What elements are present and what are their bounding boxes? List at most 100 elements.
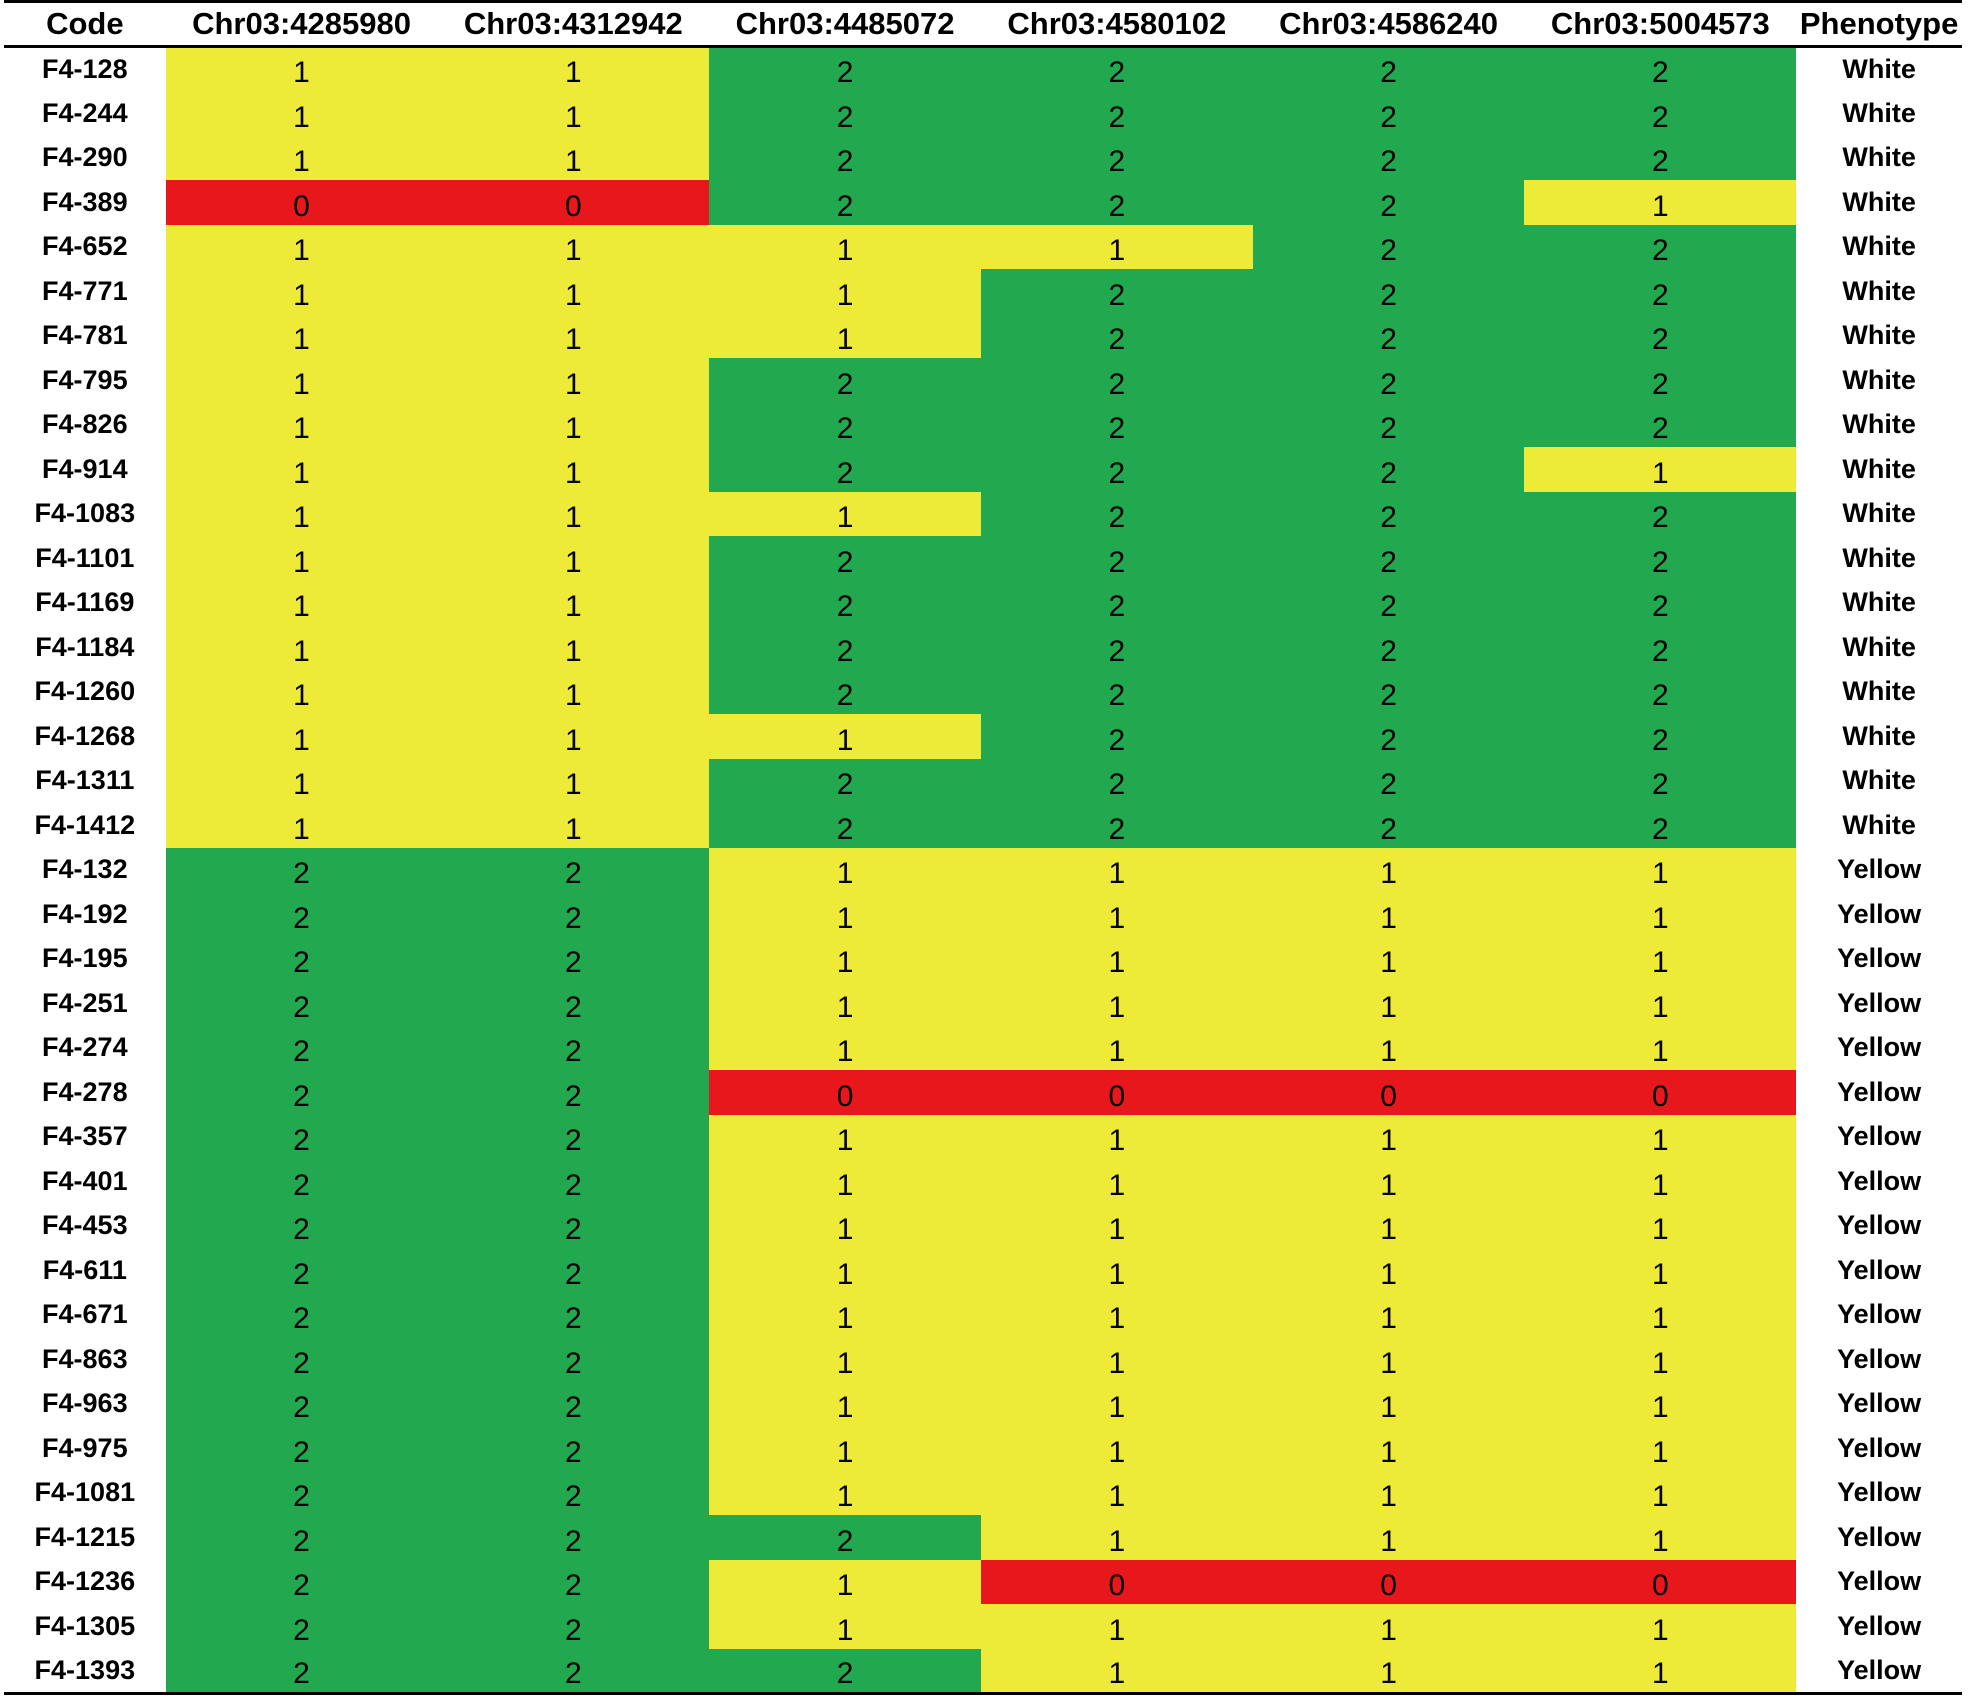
genotype-cell: 2 xyxy=(437,1515,710,1560)
phenotype-cell: Yellow xyxy=(1796,1203,1962,1248)
genotype-cell: 1 xyxy=(709,224,981,269)
genotype-cell: 2 xyxy=(165,1070,438,1115)
genotype-cell: 1 xyxy=(980,1470,1253,1515)
genotype-cell: 2 xyxy=(709,625,981,670)
genotype-cell: 1 xyxy=(709,1114,981,1159)
genotype-cell: 1 xyxy=(1524,1381,1797,1426)
table-row: F4-132 2 2 1 1 1 1 Yellow xyxy=(4,847,1962,892)
genotype-cell: 1 xyxy=(165,447,438,492)
sample-code-cell: F4-132 xyxy=(4,847,166,892)
genotype-cell: 0 xyxy=(165,180,438,225)
genotype-cell: 2 xyxy=(980,269,1253,314)
phenotype-cell: White xyxy=(1796,402,1962,447)
genotype-cell: 1 xyxy=(1524,1426,1797,1471)
genotype-cell: 2 xyxy=(709,1515,981,1560)
genotype-cell: 2 xyxy=(1252,669,1525,714)
genotype-cell: 2 xyxy=(165,1114,438,1159)
phenotype-cell: Yellow xyxy=(1796,1426,1962,1471)
sample-code-cell: F4-652 xyxy=(4,224,166,269)
genotype-cell: 0 xyxy=(980,1070,1253,1115)
genotype-cell: 2 xyxy=(709,180,981,225)
genotype-cell: 2 xyxy=(980,580,1253,625)
genotype-cell: 2 xyxy=(980,402,1253,447)
sample-code-cell: F4-671 xyxy=(4,1292,166,1337)
sample-code-cell: F4-1081 xyxy=(4,1470,166,1515)
sample-code-cell: F4-1260 xyxy=(4,669,166,714)
table-row: F4-278 2 2 0 0 0 0 Yellow xyxy=(4,1070,1962,1115)
genotype-cell: 1 xyxy=(165,580,438,625)
genotype-cell: 1 xyxy=(165,536,438,581)
genotype-cell: 1 xyxy=(1252,1470,1525,1515)
phenotype-cell: Yellow xyxy=(1796,847,1962,892)
phenotype-cell: Yellow xyxy=(1796,1337,1962,1382)
phenotype-cell: White xyxy=(1796,224,1962,269)
genotype-cell: 1 xyxy=(1524,936,1797,981)
genotype-cell: 1 xyxy=(437,803,710,848)
genotype-cell: 2 xyxy=(165,1159,438,1204)
genotype-cell: 1 xyxy=(980,1604,1253,1649)
phenotype-cell: Yellow xyxy=(1796,1559,1962,1604)
genotype-cell: 2 xyxy=(1252,402,1525,447)
table-row: F4-652 1 1 1 1 2 2 White xyxy=(4,224,1962,269)
genotype-cell: 1 xyxy=(437,358,710,403)
phenotype-cell: Yellow xyxy=(1796,1515,1962,1560)
genotype-cell: 2 xyxy=(980,625,1253,670)
genotype-cell: 2 xyxy=(1524,135,1797,180)
table-body: F4-128 1 1 2 2 2 2 White F4-244 1 1 2 2 2 2 White F4-290… xyxy=(4,46,1962,1695)
sample-code-cell: F4-192 xyxy=(4,892,166,937)
phenotype-cell: Yellow xyxy=(1796,1292,1962,1337)
header-marker: Chr03:4485072 xyxy=(709,0,981,48)
sample-code-cell: F4-1236 xyxy=(4,1559,166,1604)
genotype-cell: 2 xyxy=(1524,714,1797,759)
genotype-cell: 2 xyxy=(165,1426,438,1471)
table-row: F4-975 2 2 1 1 1 1 Yellow xyxy=(4,1426,1962,1471)
genotype-cell: 1 xyxy=(1252,1025,1525,1070)
genotype-cell: 2 xyxy=(980,803,1253,848)
sample-code-cell: F4-1215 xyxy=(4,1515,166,1560)
genotype-cell: 1 xyxy=(437,269,710,314)
genotype-cell: 2 xyxy=(165,1337,438,1382)
header-marker: Chr03:4285980 xyxy=(165,0,438,48)
genotype-cell: 2 xyxy=(980,714,1253,759)
genotype-cell: 2 xyxy=(1524,803,1797,848)
sample-code-cell: F4-389 xyxy=(4,180,166,225)
sample-code-cell: F4-1184 xyxy=(4,625,166,670)
genotype-cell: 1 xyxy=(1252,1337,1525,1382)
header-row: Code Chr03:4285980 Chr03:4312942 Chr03:4… xyxy=(4,0,1962,48)
genotype-cell: 2 xyxy=(437,1025,710,1070)
header-phenotype: Phenotype xyxy=(1796,0,1962,48)
genotype-cell: 2 xyxy=(709,402,981,447)
genotype-cell: 1 xyxy=(1252,1248,1525,1293)
sample-code-cell: F4-401 xyxy=(4,1159,166,1204)
genotype-cell: 2 xyxy=(1252,224,1525,269)
genotype-cell: 2 xyxy=(165,936,438,981)
genotype-cell: 0 xyxy=(1252,1070,1525,1115)
phenotype-cell: White xyxy=(1796,46,1962,91)
genotype-cell: 1 xyxy=(709,1025,981,1070)
genotype-cell: 2 xyxy=(165,847,438,892)
genotype-cell: 1 xyxy=(1524,1203,1797,1248)
sample-code-cell: F4-278 xyxy=(4,1070,166,1115)
genotype-cell: 2 xyxy=(437,1381,710,1426)
sample-code-cell: F4-453 xyxy=(4,1203,166,1248)
table-row: F4-244 1 1 2 2 2 2 White xyxy=(4,91,1962,136)
genotype-cell: 1 xyxy=(165,91,438,136)
genotype-cell: 2 xyxy=(165,1648,438,1695)
genotype-cell: 1 xyxy=(709,1604,981,1649)
table-row: F4-671 2 2 1 1 1 1 Yellow xyxy=(4,1292,1962,1337)
genotype-cell: 1 xyxy=(165,803,438,848)
genotype-cell: 1 xyxy=(165,625,438,670)
genotype-cell: 2 xyxy=(1524,91,1797,136)
genotype-cell: 2 xyxy=(1252,536,1525,581)
phenotype-cell: White xyxy=(1796,803,1962,848)
table-row: F4-128 1 1 2 2 2 2 White xyxy=(4,46,1962,91)
genotype-cell: 2 xyxy=(1252,313,1525,358)
genotype-cell: 1 xyxy=(980,1159,1253,1204)
genotype-cell: 1 xyxy=(1252,1381,1525,1426)
genotype-cell: 0 xyxy=(1524,1559,1797,1604)
genotype-cell: 2 xyxy=(1524,402,1797,447)
table-row: F4-1311 1 1 2 2 2 2 White xyxy=(4,758,1962,803)
genotype-cell: 1 xyxy=(165,46,438,91)
genotype-cell: 1 xyxy=(1252,1648,1525,1695)
genotype-cell: 1 xyxy=(437,669,710,714)
